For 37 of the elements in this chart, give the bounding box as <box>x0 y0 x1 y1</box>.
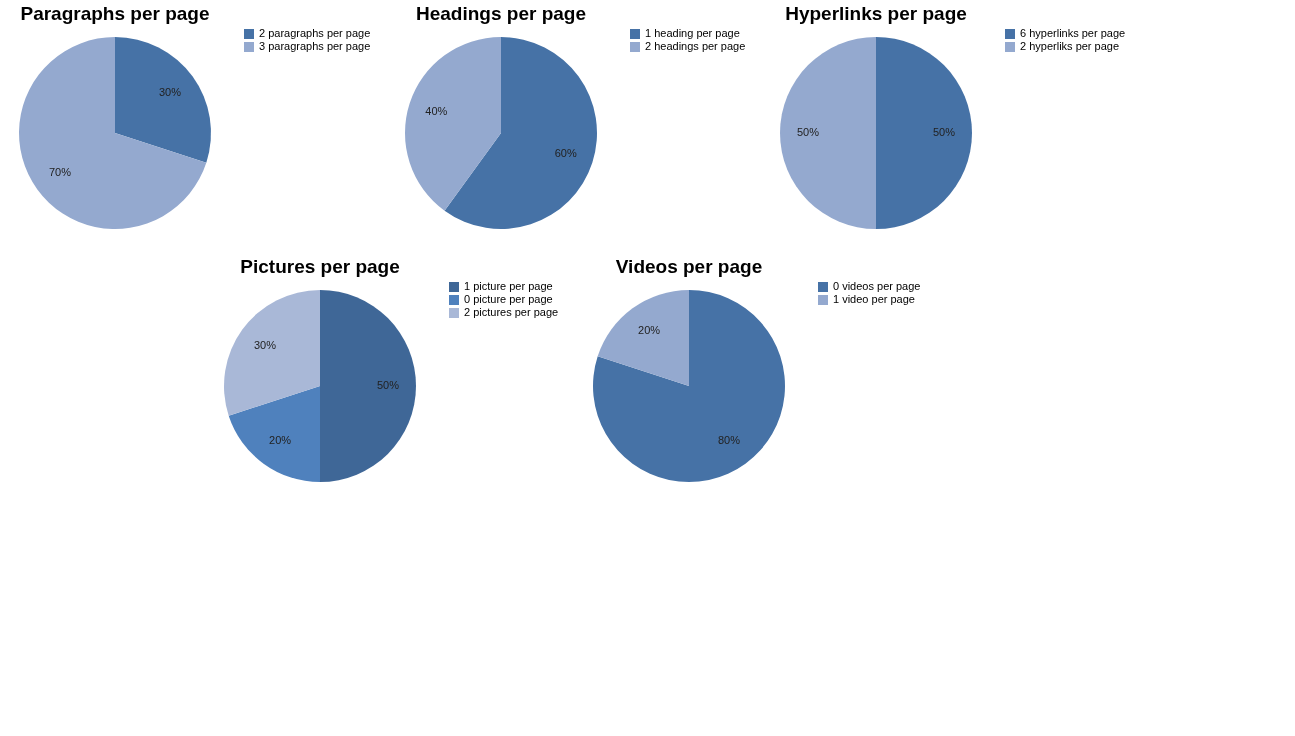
legend-label: 2 hyperliks per page <box>1020 40 1120 52</box>
pie-slice <box>19 37 207 229</box>
pie-slice <box>780 37 876 229</box>
pie-slice <box>405 37 501 211</box>
legend-label: 0 videos per page <box>833 280 921 292</box>
data-label: 20% <box>638 323 661 336</box>
chart-title: Headings per page <box>416 3 586 24</box>
pie-slice <box>593 290 785 482</box>
pie-slice <box>224 290 320 416</box>
pie-slice <box>876 37 972 229</box>
data-label: 30% <box>253 339 277 352</box>
legend-label: 0 picture per page <box>464 293 553 305</box>
legend-label: 2 pictures per page <box>464 306 559 318</box>
legend-label: 1 video per page <box>833 293 915 305</box>
data-label: 60% <box>554 147 577 160</box>
chart-title: Paragraphs per page <box>20 3 210 24</box>
data-label: 70% <box>48 165 72 178</box>
legend-label: 1 heading per page <box>645 27 740 39</box>
legend-label: 3 paragraphs per page <box>259 40 371 52</box>
data-label: 50% <box>932 126 956 138</box>
pie-slice <box>597 290 689 386</box>
legend-label: 6 hyperlinks per page <box>1020 27 1126 39</box>
legend-label: 1 picture per page <box>464 280 553 292</box>
pie-slice <box>228 386 320 482</box>
chart-title: Pictures per page <box>240 256 400 277</box>
data-label: 30% <box>159 86 182 99</box>
chart-title: Videos per page <box>615 256 763 277</box>
data-label: 50% <box>376 379 400 391</box>
legend-label: 2 paragraphs per page <box>259 27 371 39</box>
data-label: 40% <box>425 104 448 117</box>
legend-label: 2 headings per page <box>645 40 746 52</box>
pie-slice <box>320 290 416 482</box>
pie-slice <box>115 37 211 163</box>
data-label: 20% <box>269 434 292 447</box>
chart-title: Hyperlinks per page <box>785 3 967 24</box>
data-label: 50% <box>796 126 820 138</box>
data-label: 80% <box>717 434 741 447</box>
